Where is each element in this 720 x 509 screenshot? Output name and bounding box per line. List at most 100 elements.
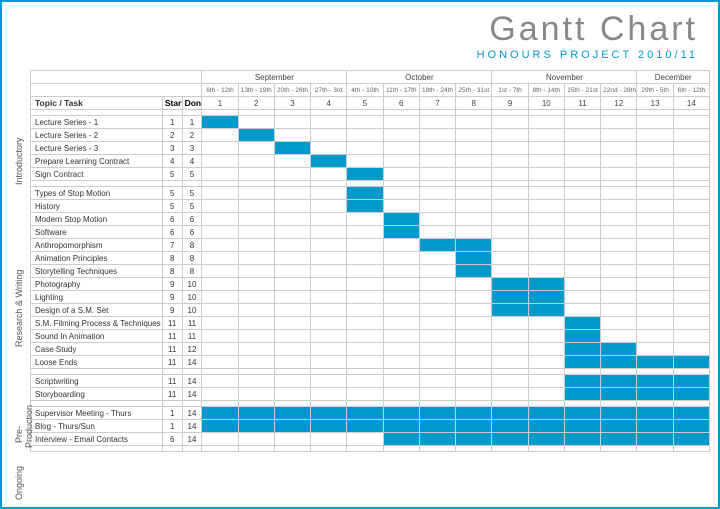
gantt-empty-cell [601, 155, 637, 168]
gantt-empty-cell [492, 213, 528, 226]
gantt-empty-cell [564, 116, 600, 129]
task-label: Design of a S.M. Set [31, 304, 163, 317]
gantt-empty-cell [383, 252, 419, 265]
gantt-empty-cell [202, 291, 238, 304]
date-range-header: 22nd - 28th [601, 84, 637, 97]
gantt-empty-cell [419, 200, 455, 213]
gantt-bar-cell [564, 343, 600, 356]
task-done: 6 [182, 226, 202, 239]
gantt-empty-cell [419, 155, 455, 168]
gantt-empty-cell [456, 375, 492, 388]
gantt-empty-cell [202, 187, 238, 200]
gantt-empty-cell [601, 142, 637, 155]
gantt-bar-cell [528, 407, 564, 420]
gantt-empty-cell [673, 116, 709, 129]
gantt-empty-cell [274, 278, 310, 291]
gantt-empty-cell [637, 129, 673, 142]
gantt-empty-cell [238, 200, 274, 213]
task-start: 8 [162, 265, 182, 278]
gantt-empty-cell [673, 213, 709, 226]
gantt-empty-cell [383, 356, 419, 369]
gantt-empty-cell [492, 142, 528, 155]
task-label: History [31, 200, 163, 213]
gantt-empty-cell [238, 433, 274, 446]
gantt-empty-cell [528, 252, 564, 265]
gantt-bar-cell [564, 420, 600, 433]
date-range-header: 29th - 5th [637, 84, 673, 97]
date-range-header: 8th - 14th [528, 84, 564, 97]
gantt-empty-cell [347, 433, 383, 446]
gantt-empty-cell [492, 317, 528, 330]
section-label: Ongoing [14, 462, 24, 504]
gantt-empty-cell [238, 116, 274, 129]
date-range-header: 18th - 24th [419, 84, 455, 97]
gantt-empty-cell [347, 116, 383, 129]
gantt-empty-cell [456, 278, 492, 291]
task-done: 10 [182, 304, 202, 317]
task-done: 12 [182, 343, 202, 356]
gantt-empty-cell [637, 226, 673, 239]
gantt-bar-cell [202, 407, 238, 420]
gantt-empty-cell [274, 252, 310, 265]
gantt-empty-cell [383, 291, 419, 304]
gantt-bar-cell [347, 187, 383, 200]
gantt-empty-cell [347, 252, 383, 265]
date-range-header: 25th - 31st [456, 84, 492, 97]
gantt-empty-cell [274, 317, 310, 330]
gantt-bar-cell [274, 407, 310, 420]
gantt-empty-cell [419, 375, 455, 388]
gantt-empty-cell [564, 168, 600, 181]
gantt-bar-cell [419, 239, 455, 252]
task-done: 2 [182, 129, 202, 142]
task-start: 5 [162, 187, 182, 200]
gantt-empty-cell [238, 252, 274, 265]
task-start: 11 [162, 343, 182, 356]
gantt-empty-cell [419, 142, 455, 155]
gantt-empty-cell [311, 213, 347, 226]
task-label: Anthropomorphism [31, 239, 163, 252]
gantt-bar-cell [637, 420, 673, 433]
gantt-bar-cell [419, 407, 455, 420]
gantt-bar-cell [456, 407, 492, 420]
gantt-bar-cell [601, 407, 637, 420]
task-start: 3 [162, 142, 182, 155]
task-row: Lighting910 [31, 291, 710, 304]
task-label: Modern Stop Motion [31, 213, 163, 226]
task-row: Sound In Animation1111 [31, 330, 710, 343]
gantt-empty-cell [383, 317, 419, 330]
gantt-empty-cell [274, 239, 310, 252]
task-start: 11 [162, 330, 182, 343]
month-header: December [637, 71, 710, 84]
task-done: 11 [182, 317, 202, 330]
task-done: 8 [182, 265, 202, 278]
gantt-empty-cell [202, 388, 238, 401]
gantt-bar-cell [383, 433, 419, 446]
date-range-header: 15th - 21st [564, 84, 600, 97]
gantt-empty-cell [347, 388, 383, 401]
gantt-empty-cell [601, 317, 637, 330]
task-start: 6 [162, 213, 182, 226]
section-label: Introductory [14, 126, 24, 196]
gantt-empty-cell [528, 343, 564, 356]
task-start: 5 [162, 168, 182, 181]
task-start: 9 [162, 291, 182, 304]
gantt-empty-cell [456, 129, 492, 142]
task-label: Lighting [31, 291, 163, 304]
task-label: Lecture Series - 2 [31, 129, 163, 142]
task-label: Scriptwriting [31, 375, 163, 388]
task-row: Lecture Series - 222 [31, 129, 710, 142]
gantt-empty-cell [564, 226, 600, 239]
gantt-empty-cell [528, 330, 564, 343]
task-label: Software [31, 226, 163, 239]
gantt-empty-cell [383, 388, 419, 401]
gantt-empty-cell [383, 375, 419, 388]
task-done: 8 [182, 239, 202, 252]
gantt-empty-cell [274, 116, 310, 129]
gantt-empty-cell [601, 252, 637, 265]
gantt-empty-cell [419, 388, 455, 401]
gantt-bar-cell [347, 200, 383, 213]
gantt-empty-cell [673, 187, 709, 200]
gantt-table: SeptemberOctoberNovemberDecember6th - 12… [30, 70, 710, 452]
gantt-empty-cell [528, 356, 564, 369]
chart-title: Gantt Chart [477, 10, 698, 49]
